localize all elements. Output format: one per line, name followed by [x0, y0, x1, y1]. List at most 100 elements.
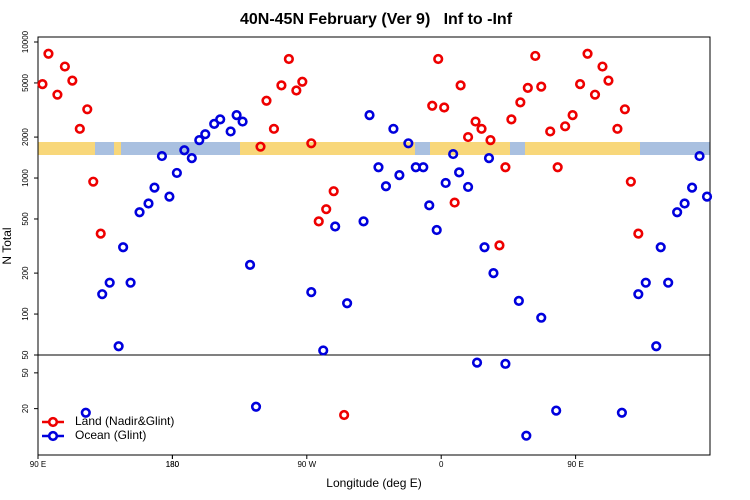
- point: [313, 216, 324, 227]
- point: [268, 123, 280, 134]
- land-band: [114, 142, 121, 155]
- legend-label: Ocean (Glint): [75, 428, 146, 442]
- point: [342, 298, 353, 309]
- land-band: [240, 142, 415, 155]
- point: [530, 50, 541, 62]
- point: [521, 430, 532, 441]
- point: [479, 242, 490, 253]
- point: [551, 405, 562, 416]
- y-tick-label: 10000: [21, 30, 30, 53]
- point: [672, 207, 683, 218]
- point: [328, 186, 339, 197]
- x-tick-label: 180: [166, 460, 180, 469]
- point: [597, 61, 608, 72]
- point: [616, 407, 627, 418]
- point: [67, 75, 78, 86]
- point: [194, 135, 205, 146]
- point: [470, 116, 481, 127]
- point: [536, 312, 547, 323]
- point: [244, 259, 256, 270]
- point: [433, 53, 444, 65]
- point: [431, 224, 442, 236]
- point: [156, 150, 168, 162]
- y-axis-label: N Total: [0, 227, 14, 264]
- point: [82, 104, 93, 115]
- point: [339, 409, 350, 421]
- point: [488, 268, 499, 279]
- y-tick-label: 20: [21, 404, 30, 413]
- point: [164, 191, 175, 202]
- point: [200, 129, 211, 140]
- point: [651, 341, 662, 352]
- point: [633, 289, 644, 300]
- point: [80, 407, 91, 418]
- point: [373, 162, 384, 173]
- point: [612, 123, 623, 134]
- point: [655, 242, 666, 253]
- x-tick-label: 0: [439, 460, 444, 469]
- point: [494, 240, 505, 251]
- point: [536, 81, 547, 92]
- point: [500, 358, 511, 369]
- point: [52, 89, 63, 100]
- point: [515, 97, 526, 108]
- point: [306, 138, 317, 149]
- point: [679, 198, 690, 209]
- point: [104, 277, 115, 288]
- point: [500, 162, 511, 173]
- point: [701, 191, 713, 202]
- point: [321, 204, 332, 215]
- point: [449, 197, 460, 208]
- point: [462, 131, 474, 143]
- point: [276, 80, 287, 91]
- x-tick-label: 90 W: [297, 460, 316, 469]
- point: [640, 277, 651, 288]
- point: [388, 123, 399, 134]
- y-tick-label: 5000: [21, 73, 30, 91]
- point: [567, 110, 578, 121]
- point: [522, 82, 533, 93]
- point: [237, 116, 248, 127]
- point: [143, 198, 154, 209]
- point: [440, 177, 451, 189]
- point: [231, 110, 242, 121]
- point: [97, 289, 108, 300]
- point: [283, 53, 294, 65]
- point: [125, 277, 136, 288]
- point: [485, 135, 496, 146]
- x-axis-label: Longitude (deg E): [326, 476, 421, 490]
- point: [37, 79, 48, 90]
- point: [427, 100, 438, 111]
- point: [424, 200, 435, 211]
- point: [574, 79, 586, 90]
- point: [113, 341, 124, 352]
- point: [663, 277, 674, 288]
- x-tick-label: 180: [166, 460, 180, 469]
- y-tick-label: 200: [21, 266, 30, 280]
- point: [134, 207, 145, 218]
- x-tick-label: 90 E: [30, 460, 46, 469]
- point: [43, 48, 54, 59]
- point: [171, 167, 182, 179]
- point: [118, 242, 129, 253]
- chart-title: 40N-45N February (Ver 9) Inf to -Inf: [240, 11, 513, 28]
- point: [403, 138, 414, 149]
- point: [625, 176, 636, 187]
- point: [448, 148, 459, 160]
- point: [364, 110, 375, 121]
- y-tick-label: 50: [21, 350, 30, 359]
- point: [149, 182, 160, 193]
- point: [297, 76, 308, 87]
- point: [603, 75, 614, 86]
- point: [306, 287, 317, 298]
- point: [255, 141, 266, 152]
- surface-band: [38, 142, 710, 155]
- point: [582, 48, 593, 59]
- point: [552, 162, 563, 173]
- point: [330, 221, 341, 232]
- land-band: [430, 142, 510, 155]
- point: [88, 176, 99, 187]
- point: [506, 114, 517, 125]
- plot-frame: [37, 36, 711, 456]
